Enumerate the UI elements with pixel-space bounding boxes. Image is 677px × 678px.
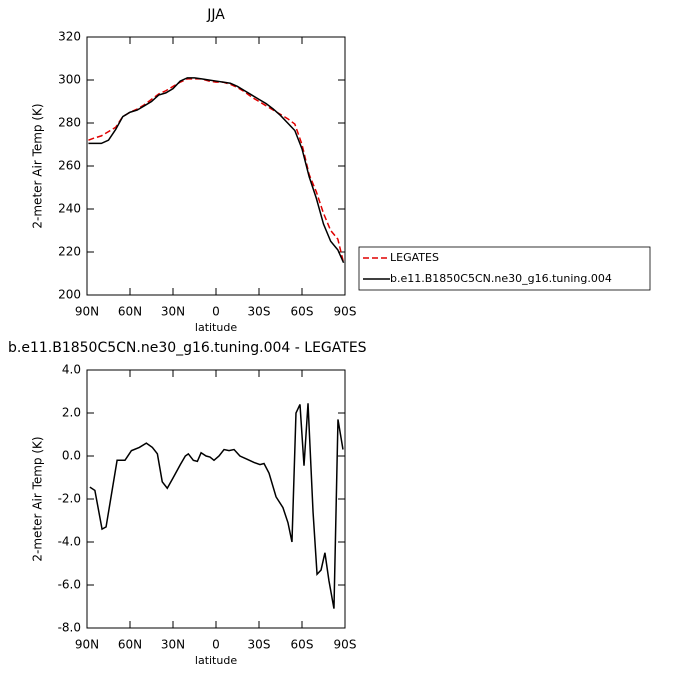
y-tick-label: 0.0 [62, 449, 81, 463]
y-tick-label: 220 [58, 245, 81, 259]
y-tick-label: -4.0 [58, 535, 81, 549]
legend-label: LEGATES [390, 251, 439, 264]
x-tick-label: 90S [334, 305, 357, 319]
legend-box [358, 246, 651, 291]
y-tick-label: -8.0 [58, 621, 81, 635]
y-tick-label: -2.0 [58, 492, 81, 506]
data-line [88, 78, 345, 263]
data-line [88, 77, 345, 264]
y-tick-label: 200 [58, 288, 81, 302]
x-tick-label: 30N [161, 638, 185, 652]
x-tick-label: 30S [248, 638, 271, 652]
x-tick-label: 0 [212, 638, 220, 652]
legend-label: b.e11.B1850C5CN.ne30_g16.tuning.004 [390, 272, 612, 285]
x-tick-label: 90S [334, 638, 357, 652]
y-tick-label: -6.0 [58, 578, 81, 592]
x-axis-label: latitude [195, 654, 237, 667]
plot-frame [86, 36, 346, 296]
y-tick-label: 4.0 [62, 363, 81, 377]
x-tick-label: 60N [118, 638, 142, 652]
x-tick-label: 30N [161, 305, 185, 319]
y-tick-label: 240 [58, 202, 81, 216]
chart-title: b.e11.B1850C5CN.ne30_g16.tuning.004 - LE… [8, 340, 367, 356]
x-tick-label: 30S [248, 305, 271, 319]
y-tick-label: 2.0 [62, 406, 81, 420]
x-axis-label: latitude [195, 321, 237, 334]
x-tick-label: 0 [212, 305, 220, 319]
x-tick-label: 60S [291, 638, 314, 652]
x-tick-label: 60N [118, 305, 142, 319]
plot-frame [86, 369, 346, 629]
x-tick-label: 90N [75, 305, 99, 319]
y-tick-label: 300 [58, 73, 81, 87]
x-tick-label: 90N [75, 638, 99, 652]
x-tick-label: 60S [291, 305, 314, 319]
y-axis-label: 2-meter Air Temp (K) [31, 103, 45, 228]
chart-title: JJA [206, 7, 225, 23]
data-line [89, 403, 344, 609]
y-tick-label: 280 [58, 116, 81, 130]
y-tick-label: 320 [58, 30, 81, 44]
y-tick-label: 260 [58, 159, 81, 173]
y-axis-label: 2-meter Air Temp (K) [31, 436, 45, 561]
